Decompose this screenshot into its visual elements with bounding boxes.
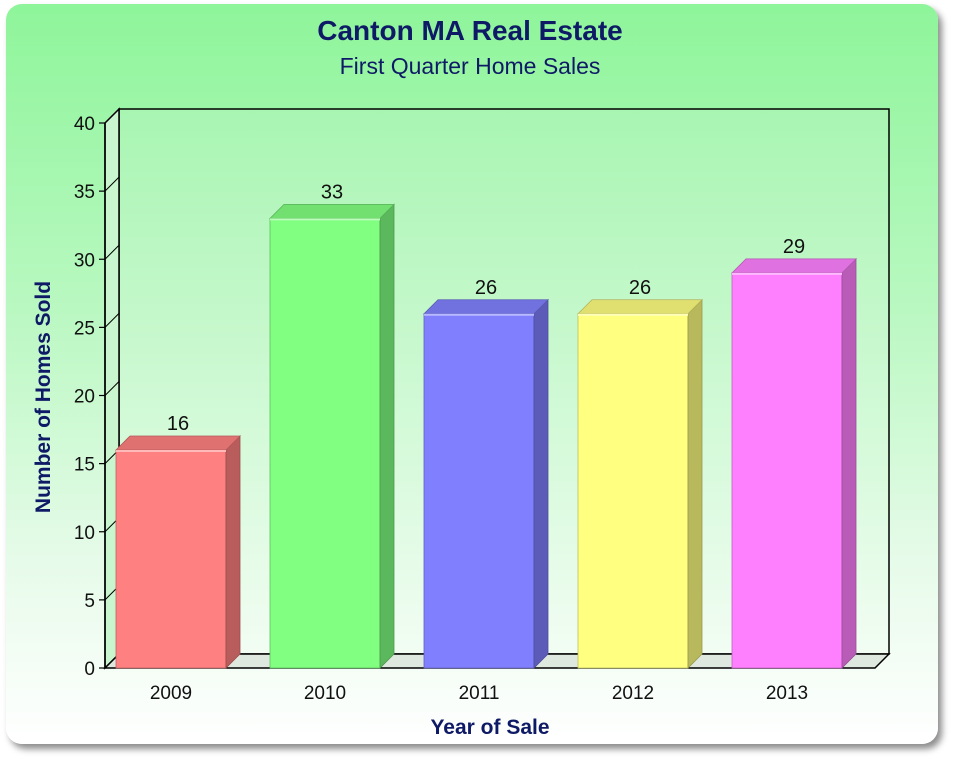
- x-tick-label: 2012: [612, 683, 654, 704]
- bar-top: [269, 203, 395, 219]
- data-label: 26: [629, 277, 651, 299]
- bar-side: [841, 257, 857, 669]
- y-tick-label: 15: [74, 455, 95, 476]
- data-label: 26: [475, 277, 497, 299]
- bar-2009: 16: [115, 413, 241, 669]
- bar-top: [731, 258, 857, 274]
- y-axis: 0 5 10 15 20 25 30 35 40: [74, 108, 120, 680]
- bar-side: [533, 298, 549, 669]
- bar-front: [577, 313, 689, 669]
- bar-front: [115, 449, 227, 669]
- bar-top: [115, 435, 241, 451]
- y-tick-depth-line: [104, 381, 120, 396]
- y-tick-depth-line: [104, 244, 120, 260]
- y-tick-label: 20: [74, 387, 95, 408]
- y-tick-label: 30: [74, 250, 95, 271]
- y-tick-label: 10: [74, 523, 95, 544]
- bar-top: [577, 299, 703, 315]
- y-tick-depth-line: [104, 108, 120, 124]
- x-tick-label: 2011: [459, 683, 500, 704]
- bar-side: [379, 203, 395, 669]
- data-label: 33: [321, 181, 343, 203]
- x-tick-label: 2009: [150, 683, 192, 704]
- bar-side: [687, 298, 703, 669]
- x-axis-title: Year of Sale: [430, 716, 549, 739]
- data-label: 29: [783, 236, 805, 258]
- y-tick-label: 5: [84, 591, 95, 612]
- y-tick-depth-line: [104, 313, 120, 328]
- chart-title: Canton MA Real Estate: [317, 15, 622, 46]
- chart-subtitle: First Quarter Home Sales: [340, 53, 601, 79]
- bar-front: [423, 313, 535, 669]
- bar-2011: 26: [423, 277, 549, 669]
- y-tick-label: 0: [84, 659, 95, 680]
- y-tick-label: 25: [74, 318, 95, 339]
- y-tick-label: 40: [74, 114, 95, 135]
- data-label: 16: [167, 413, 189, 435]
- x-tick-label: 2010: [304, 683, 346, 704]
- bar-2013: 29: [731, 236, 857, 669]
- y-axis-title: Number of Homes Sold: [32, 281, 55, 513]
- y-tick-depth-line: [104, 176, 120, 192]
- bars: 16 33 26 26 29: [115, 181, 857, 669]
- y-tick-label: 35: [74, 182, 95, 203]
- x-tick-label: 2013: [766, 683, 808, 704]
- bar-front: [269, 217, 381, 669]
- bar-top: [423, 299, 549, 315]
- x-axis: 2009 2010 2011 2012 2013: [150, 683, 808, 704]
- bar-side: [225, 435, 241, 669]
- bar-2010: 33: [269, 181, 395, 669]
- bar-front: [731, 272, 843, 669]
- bar-2012: 26: [577, 277, 703, 669]
